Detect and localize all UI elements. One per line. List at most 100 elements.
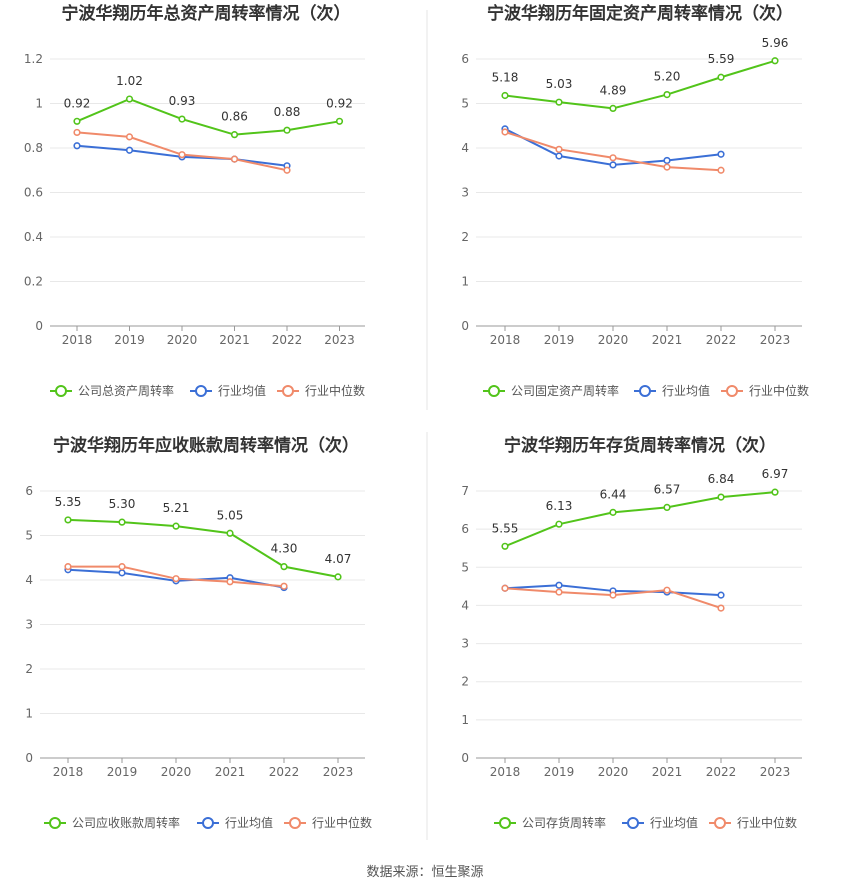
data-label: 4.30 [271,542,298,556]
data-point-company [609,508,617,516]
x-tick-label: 2020 [167,333,198,347]
legend-swatch-marker [488,385,500,397]
data-point-median [663,163,671,171]
data-label: 4.89 [600,83,627,97]
source-label: 数据来源：恒生聚源 [366,865,483,880]
legend-label: 行业均值 [218,383,266,398]
series-line-company [504,59,776,110]
data-label: 6.44 [600,487,627,501]
data-label: 5.59 [708,52,735,66]
series-line-company [67,518,339,578]
legend-swatch-marker [49,817,61,829]
data-label: 1.02 [116,74,143,88]
data-point-company [663,503,671,512]
y-tick-label: 1.2 [24,52,43,66]
data-point-company [178,115,186,123]
data-label: 5.30 [109,497,136,511]
chart-title: 宁波华翔历年存货周转率情况（次） [504,435,776,456]
legend-swatch-marker [714,817,726,829]
data-point-median [717,604,725,612]
y-tick-label: 5 [25,529,33,543]
legend-label: 公司固定资产周转率 [511,383,619,398]
x-tick-label: 2022 [272,333,303,347]
legend-swatch-marker [726,385,738,397]
legend-label: 行业均值 [650,815,698,830]
legend-swatch-marker [282,385,294,397]
data-label: 6.97 [762,467,789,481]
x-tick-label: 2021 [219,333,250,347]
legend-label: 公司总资产周转率 [78,383,174,398]
legend-label: 公司应收账款周转率 [72,815,180,830]
y-tick-label: 0 [25,751,33,765]
x-tick-label: 2020 [598,333,629,347]
data-point-company [172,522,180,530]
y-tick-label: 1 [461,275,469,289]
data-point-median [125,133,134,141]
x-tick-label: 2021 [652,765,683,779]
y-tick-label: 2 [461,675,469,689]
data-label: 5.21 [163,501,190,515]
data-label: 0.92 [326,96,353,110]
data-point-avg [663,156,671,165]
x-tick-label: 2019 [114,333,145,347]
data-point-avg [717,150,725,158]
data-point-median [663,586,671,594]
legend-label: 行业中位数 [305,383,365,398]
data-label: 0.92 [64,96,91,110]
data-label: 5.35 [55,495,82,509]
data-point-median [609,591,617,599]
data-point-company [717,493,725,501]
data-point-company [334,573,342,581]
data-label: 5.96 [762,36,789,50]
y-tick-label: 4 [25,573,33,587]
x-tick-label: 2019 [544,333,575,347]
data-point-avg [555,581,563,589]
data-point-company [501,91,509,100]
y-tick-label: 0.4 [24,230,43,244]
data-point-median [178,151,186,159]
data-label: 5.55 [492,521,519,535]
x-tick-label: 2018 [490,333,521,347]
legend-label: 行业均值 [225,815,273,830]
x-tick-label: 2022 [706,765,737,779]
y-tick-label: 2 [461,230,469,244]
data-point-median [64,563,72,571]
data-point-company [609,104,617,112]
legend-label: 行业中位数 [312,815,372,830]
data-point-avg [717,591,725,599]
data-label: 5.18 [492,70,519,84]
legend-swatch-marker [627,817,639,829]
data-point-company [283,126,291,134]
data-point-avg [609,161,617,169]
y-tick-label: 0.8 [24,141,43,155]
x-tick-label: 2022 [706,333,737,347]
data-label: 5.20 [654,70,681,84]
data-point-company [771,57,779,65]
data-point-median [501,128,509,136]
data-label: 6.57 [654,482,681,496]
data-point-company [118,518,126,526]
data-point-median [226,578,234,586]
y-tick-label: 1 [461,713,469,727]
data-point-median [172,575,180,583]
x-tick-label: 2023 [760,333,791,347]
y-tick-label: 1 [35,97,43,111]
data-point-company [501,542,509,550]
y-tick-label: 0 [461,751,469,765]
chart-title: 宁波华翔历年总资产周转率情况（次） [62,3,351,24]
legend-swatch-marker [499,817,511,829]
legend-label: 公司存货周转率 [522,815,606,830]
y-tick-label: 3 [461,637,469,651]
chart-title: 宁波华翔历年固定资产周转率情况（次） [487,3,793,24]
data-point-median [609,154,617,162]
data-point-company [280,563,288,571]
data-point-median [555,588,563,596]
data-point-company [663,90,671,99]
y-tick-label: 6 [25,484,33,498]
x-tick-label: 2020 [161,765,192,779]
data-point-company [64,516,72,524]
x-tick-label: 2019 [107,765,138,779]
data-label: 5.05 [217,508,244,522]
data-point-avg [118,569,126,577]
y-tick-label: 3 [461,186,469,200]
